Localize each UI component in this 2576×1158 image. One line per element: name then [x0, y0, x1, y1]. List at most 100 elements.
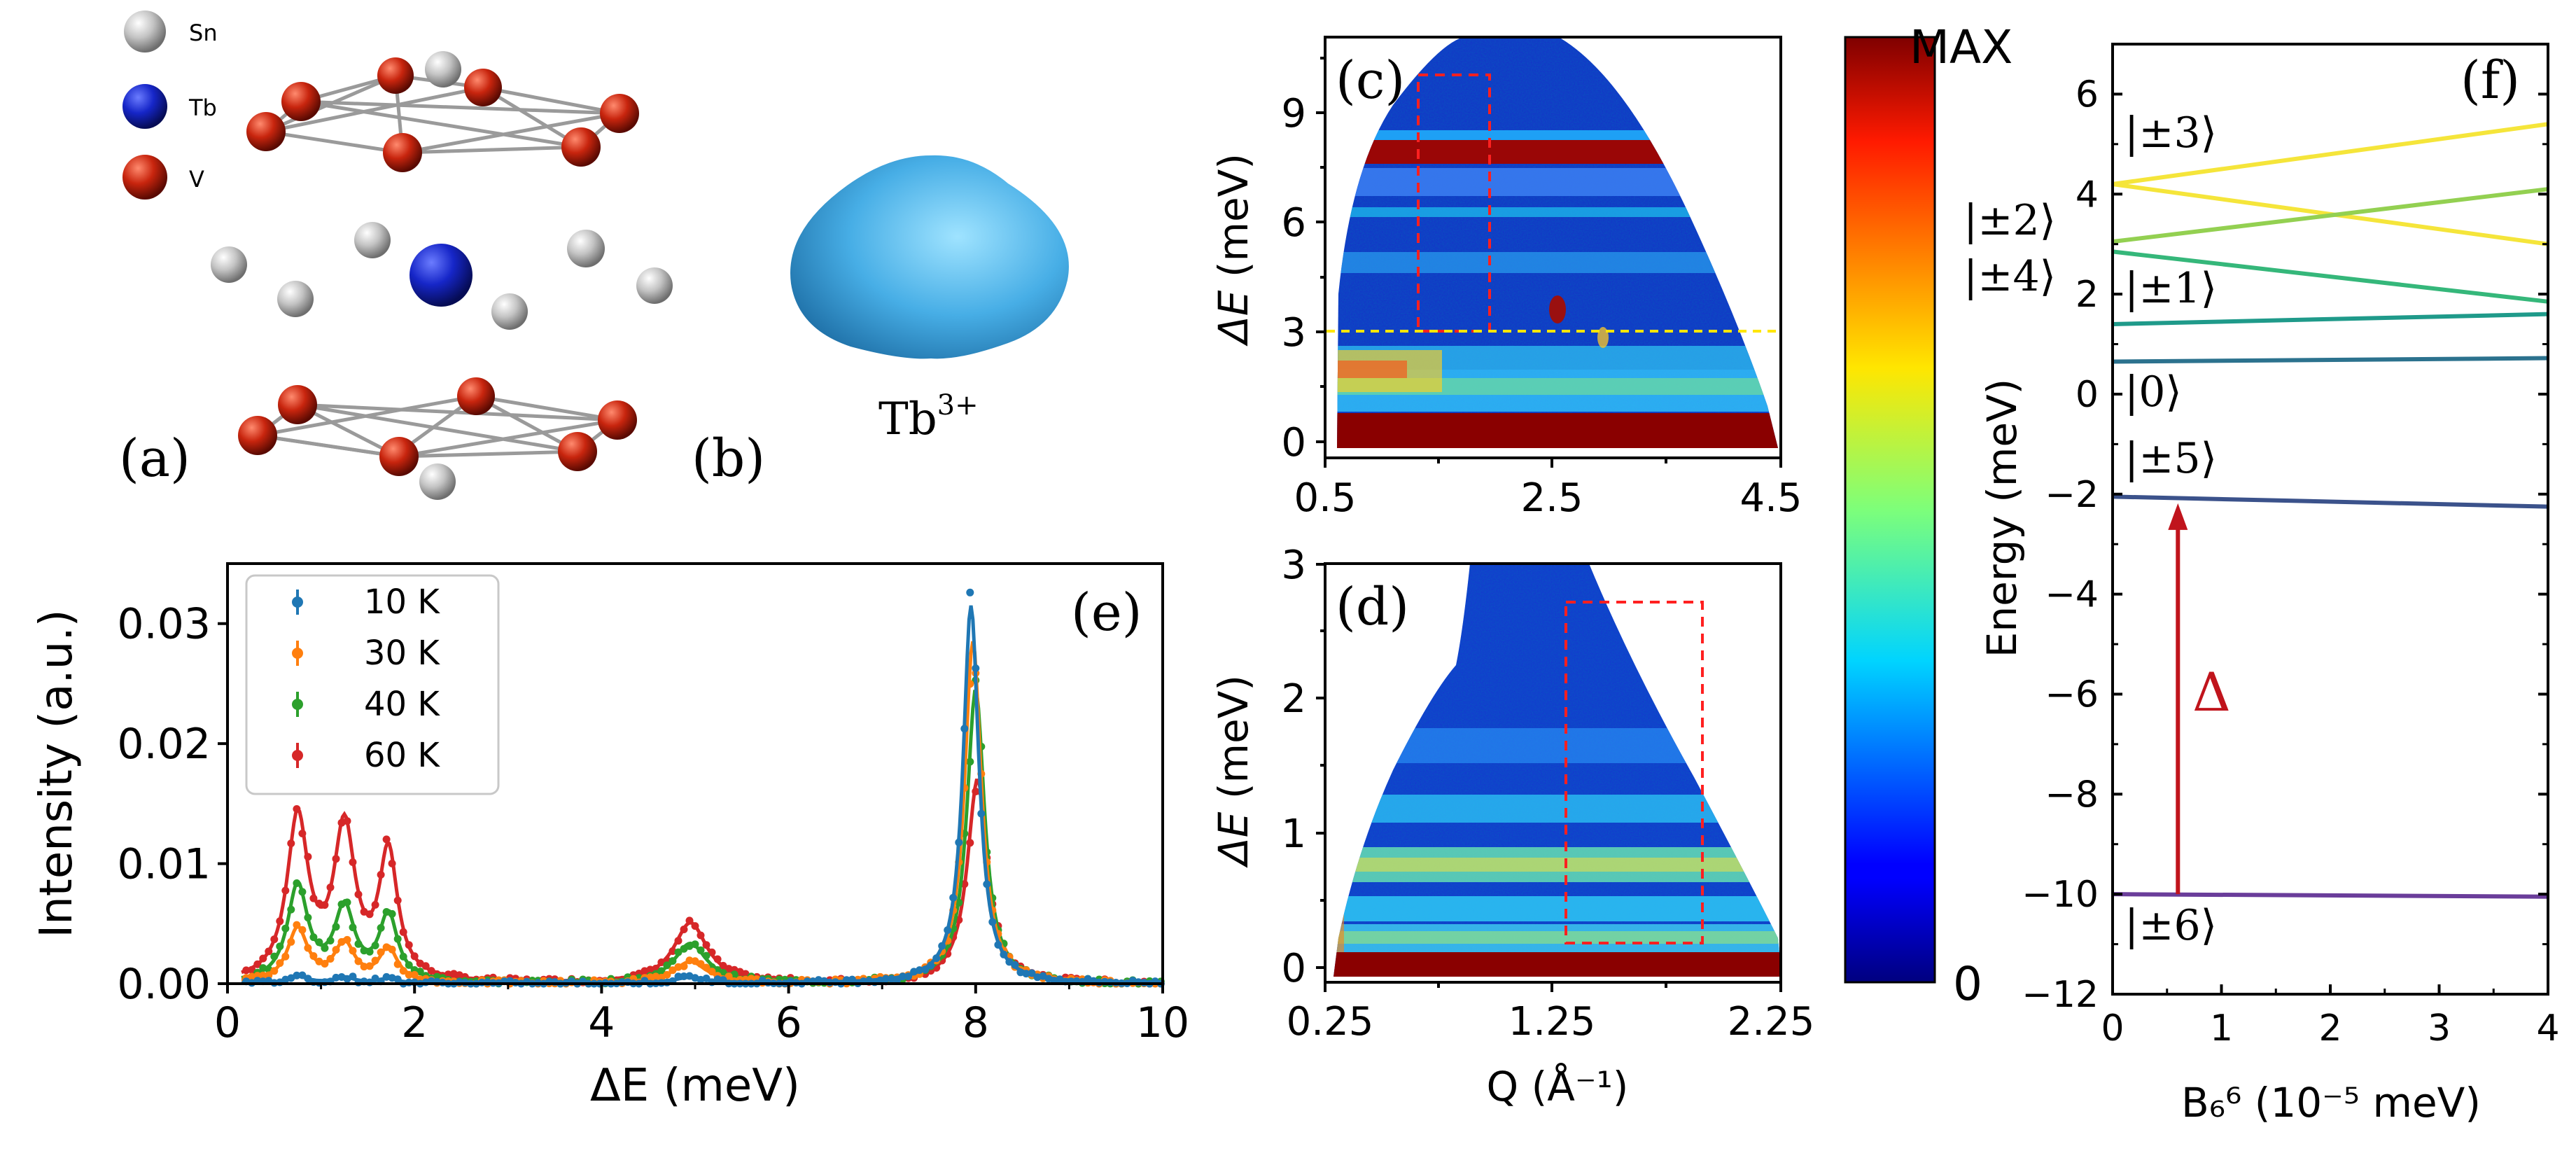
data-point [410, 970, 419, 979]
panel-f-label: (f) [2460, 50, 2520, 111]
y-axis [1316, 563, 1325, 969]
data-point [388, 859, 396, 867]
x-axis-label: B₆⁶ (10⁻⁵ meV) [2181, 1079, 2481, 1126]
data-point [388, 909, 396, 918]
panel-d: 0 1 2 3 0.25 1.25 2.25 ΔE (meV) Q (Å⁻¹) … [1210, 543, 1814, 1110]
data-point [983, 880, 991, 888]
data-point [944, 926, 952, 934]
data-point [371, 956, 379, 965]
legend-label: 60 K [364, 736, 440, 775]
data-point [893, 976, 902, 984]
axes-ticks: 0 2 4 6 8 10 0.00 0.01 0.02 0.03 [117, 600, 1189, 1047]
level-label: |±3⟩ [2124, 109, 2217, 158]
data-point [287, 937, 295, 946]
data-point [994, 941, 1002, 949]
energy-level-line [2112, 494, 2549, 509]
data-point [416, 968, 424, 976]
tb-legend-label: Tb [188, 95, 217, 121]
data-point [332, 946, 340, 954]
y-tick-label: 0.03 [117, 600, 211, 649]
data-point [287, 839, 295, 848]
data-point [309, 933, 318, 942]
series-layer [2112, 122, 2549, 899]
atom-legend: Sn Tb V [122, 11, 218, 200]
data-point [242, 966, 251, 975]
y-tick-label: −10 [2022, 874, 2099, 916]
data-point [702, 941, 710, 949]
axes-ticks: 0 1 2 3 4 6 4 2 0 −2 −4 −6 −8 −10 −12 [2022, 74, 2559, 1049]
energy-level-line [2112, 312, 2549, 326]
data-point [663, 970, 671, 979]
v-atoms-bottom [238, 377, 637, 476]
level-label: |0⟩ [2124, 368, 2182, 417]
data-point [691, 922, 699, 930]
data-point [371, 900, 379, 909]
x-tick-label: 2.5 [1520, 475, 1583, 521]
data-point [393, 960, 402, 968]
y-tick-label: 3 [1281, 543, 1306, 588]
x-tick-label: 1 [2210, 1007, 2233, 1049]
data-point [298, 971, 307, 979]
data-point [321, 960, 329, 968]
y-tick-label: 0 [2076, 374, 2099, 416]
y-tick-label: −4 [2045, 574, 2099, 616]
data-point [427, 967, 435, 975]
x-tick-label: 2 [401, 998, 428, 1047]
data-point [371, 942, 379, 949]
data-point [365, 947, 374, 956]
v-legend-atom [122, 155, 167, 200]
data-point [410, 952, 419, 961]
data-point [315, 938, 323, 947]
v-atoms-top [246, 57, 639, 172]
data-point [326, 937, 335, 944]
level-label: |±2⟩ [1963, 196, 2056, 245]
y-tick-label: −2 [2045, 474, 2099, 516]
data-point [966, 758, 974, 766]
x-tick-label: 0.25 [1287, 999, 1374, 1045]
y-tick-label: −6 [2045, 674, 2099, 716]
legend-label: 10 K [364, 583, 440, 622]
level-label: |±5⟩ [2124, 434, 2217, 483]
data-point [354, 940, 363, 948]
x-tick-label: 2 [2318, 1007, 2342, 1049]
data-point [270, 967, 279, 975]
data-point [988, 918, 997, 926]
legend: 10 K 30 K 40 K 60 K [245, 574, 500, 795]
data-point [932, 954, 941, 963]
x-axis [1324, 982, 1782, 992]
data-point [253, 960, 262, 968]
x-tick-label: 8 [962, 998, 989, 1047]
y-tick-label: 0 [1281, 946, 1306, 991]
data-point [377, 870, 385, 879]
data-point [349, 923, 357, 932]
colorbar-max-label: MAX [1910, 20, 2012, 74]
data-point [842, 976, 850, 984]
y-tick-label: 4 [2076, 174, 2099, 216]
v-legend-label: V [189, 166, 204, 193]
legend-label: 30 K [364, 634, 440, 673]
data-point [293, 971, 301, 979]
data-point [382, 835, 391, 844]
panel-a-label: (a) [119, 428, 190, 489]
x-tick-label: 10 [1136, 998, 1189, 1047]
data-point [276, 959, 284, 968]
x-tick-label: 4.5 [1740, 475, 1802, 521]
data-point [360, 963, 368, 971]
data-point [921, 965, 930, 974]
data-point [674, 972, 682, 981]
data-point [696, 946, 705, 954]
data-point [719, 976, 727, 984]
y-axis [1316, 57, 1325, 443]
y-tick-label: 9 [1281, 91, 1306, 137]
energy-level-line [2112, 122, 2549, 186]
integration-box [1564, 601, 1704, 944]
data-point [354, 957, 363, 965]
data-point [938, 942, 946, 950]
y-tick-label: 3 [1281, 310, 1306, 356]
data-point [281, 924, 290, 933]
data-point [1028, 969, 1036, 977]
data-point [674, 963, 682, 971]
data-point [259, 971, 267, 979]
data-point [293, 879, 301, 887]
legend-label: 40 K [364, 685, 440, 724]
